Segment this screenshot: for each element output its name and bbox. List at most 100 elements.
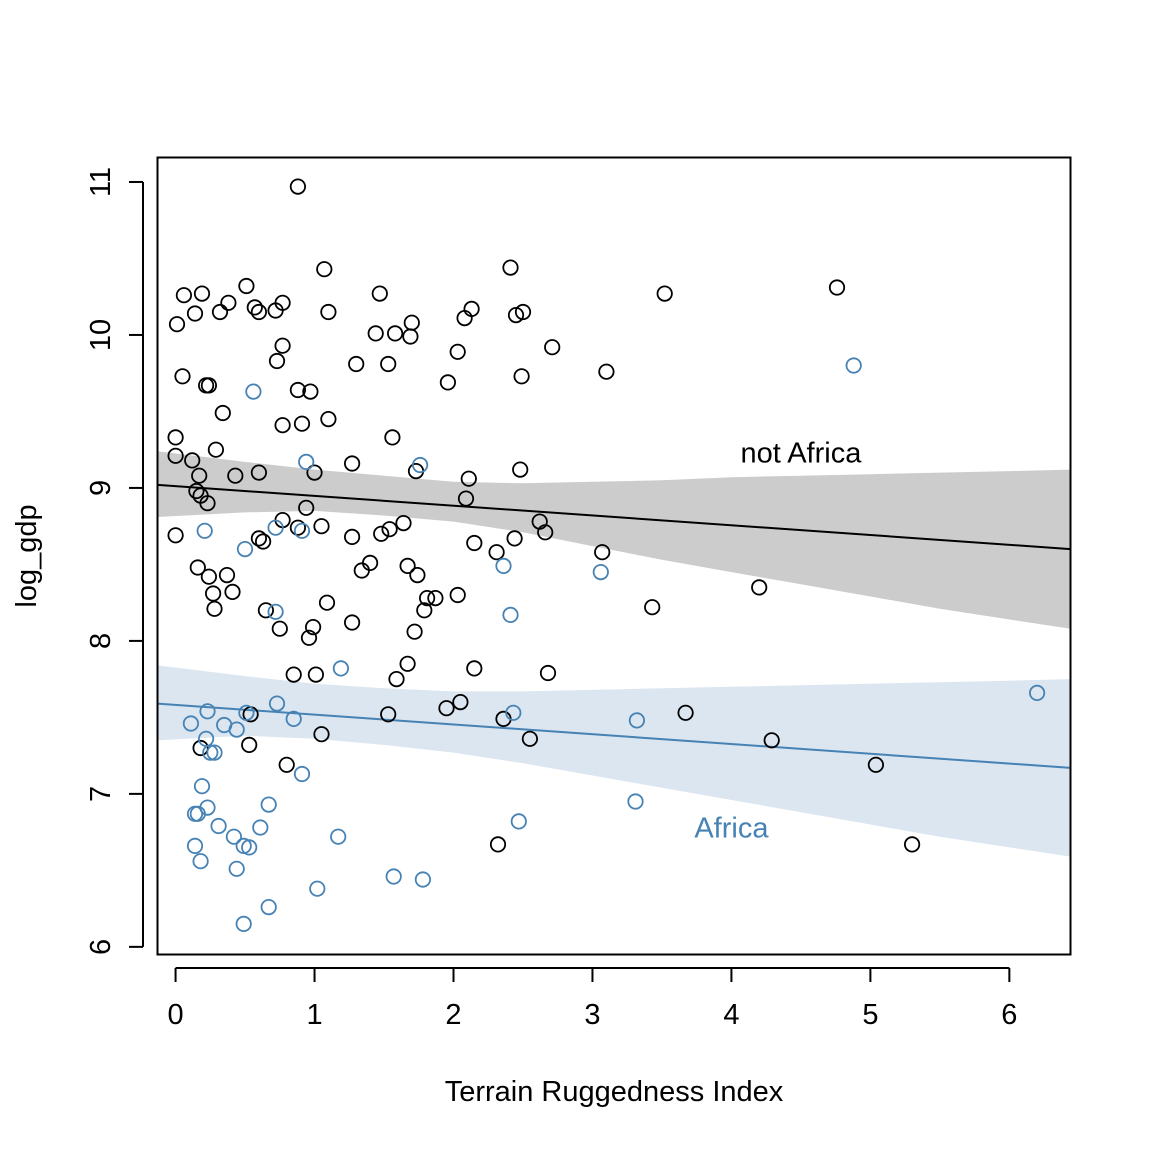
africa-point	[267, 519, 284, 536]
africa-point	[192, 853, 209, 870]
africa-point	[298, 453, 315, 470]
not-africa-point	[677, 704, 694, 721]
x-axis-title: Terrain Ruggedness Index	[445, 1076, 784, 1108]
x-tick-label: 2	[445, 999, 461, 1031]
not-africa-point	[175, 287, 192, 304]
africa-point	[293, 522, 311, 539]
not-africa-point	[316, 261, 333, 278]
not-africa-point	[367, 325, 384, 342]
not-africa-point	[343, 528, 361, 546]
not-africa-point	[763, 732, 780, 749]
y-tick-label: 10	[85, 319, 117, 351]
not-africa-point	[313, 518, 330, 535]
not-africa-point	[188, 482, 205, 500]
not-africa-point	[828, 279, 846, 296]
not-africa-point	[452, 693, 469, 711]
not-africa-point	[380, 706, 397, 723]
not-africa-point	[199, 495, 216, 512]
africa-regression-line	[157, 702, 1071, 769]
not-africa-point	[656, 285, 673, 302]
africa-point	[627, 793, 644, 810]
not-africa-point	[174, 368, 191, 385]
africa-point	[238, 704, 255, 721]
africa-point	[241, 839, 258, 856]
not-africa-point	[371, 285, 388, 302]
not-africa-point	[594, 544, 611, 561]
africa-point	[285, 710, 302, 728]
not-africa-point	[384, 429, 401, 446]
not-africa-point	[456, 309, 473, 327]
not-africa-point	[214, 404, 231, 422]
not-africa-point	[250, 464, 267, 481]
not-africa-point	[289, 381, 306, 399]
africa-point	[196, 522, 213, 539]
not-africa-point	[463, 300, 480, 317]
not-africa-point	[466, 534, 483, 552]
not-africa-point	[402, 328, 419, 345]
not-africa-point	[206, 600, 223, 617]
africa-point	[260, 898, 277, 916]
not-africa-point	[307, 666, 324, 683]
not-africa-point	[439, 374, 456, 391]
not-africa-point	[200, 377, 217, 394]
not-africa-point	[318, 594, 336, 611]
not-africa-point	[489, 836, 507, 853]
not-africa-point	[250, 530, 267, 547]
africa-point	[260, 796, 277, 813]
not-africa-point	[506, 530, 523, 547]
y-axis: 6 7 8 9 10 11	[85, 167, 144, 955]
not-africa-point	[867, 756, 885, 773]
not-africa-point	[380, 355, 397, 373]
africa-point	[592, 563, 609, 581]
africa-point	[293, 765, 311, 783]
africa-point	[1029, 684, 1046, 702]
not-africa-point	[191, 467, 208, 484]
not-africa-point	[220, 294, 237, 311]
not-africa-point	[449, 343, 466, 360]
annotation-africa: Africa	[694, 813, 769, 845]
not-africa-point	[320, 303, 337, 321]
confidence-bands	[157, 451, 1071, 857]
regression-lines	[157, 483, 1071, 769]
africa-point	[268, 695, 286, 712]
annotation-not-africa: not Africa	[740, 438, 862, 470]
x-tick-label: 1	[306, 999, 322, 1031]
not-africa-point	[211, 303, 229, 321]
africa-point	[510, 813, 527, 830]
not-africa-point	[167, 447, 184, 464]
not-africa-point	[521, 730, 539, 747]
x-tick-label: 4	[723, 999, 739, 1031]
not-africa-point	[267, 302, 284, 319]
not-africa-point	[289, 178, 306, 195]
africa-point	[385, 868, 402, 885]
y-tick-label: 7	[85, 786, 117, 802]
africa-point	[267, 603, 284, 620]
africa-point	[182, 715, 199, 732]
not-africa-point	[278, 756, 295, 773]
not-africa-point	[200, 568, 217, 585]
x-tick-label: 5	[862, 999, 878, 1031]
africa-point	[495, 557, 512, 575]
not-africa-point	[289, 519, 306, 536]
africa-point	[414, 871, 431, 888]
not-africa-point	[399, 655, 416, 672]
not-africa-point	[418, 589, 436, 607]
not-africa-point	[403, 314, 420, 331]
y-tick-label: 6	[85, 939, 117, 955]
not-africa-point	[167, 429, 184, 446]
not-africa-point	[343, 614, 361, 631]
not-africa-point	[466, 660, 483, 677]
not-africa-point	[268, 352, 286, 370]
not-africa-point	[257, 602, 274, 619]
not-africa-point	[598, 363, 615, 380]
not-africa-point	[488, 544, 505, 561]
not-africa-point	[502, 259, 519, 276]
data-points	[167, 178, 1046, 933]
not-africa-point	[409, 566, 426, 584]
not-africa-point	[513, 368, 530, 385]
not-africa-point	[361, 554, 379, 572]
not-africa-point	[255, 533, 272, 550]
not-africa-point	[218, 566, 236, 584]
not-africa-point	[460, 470, 477, 487]
africa-point	[245, 383, 262, 400]
